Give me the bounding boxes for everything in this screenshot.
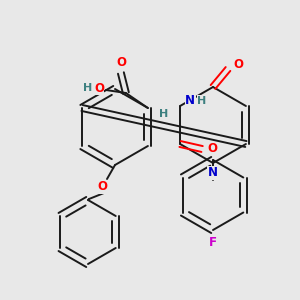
Text: O: O	[97, 181, 107, 194]
Text: N: N	[208, 167, 218, 179]
Text: O: O	[94, 82, 104, 94]
Text: O: O	[233, 58, 243, 70]
Text: O: O	[116, 56, 126, 70]
Text: H: H	[197, 96, 207, 106]
Text: H: H	[159, 109, 169, 119]
Text: N: N	[185, 94, 195, 107]
Text: F: F	[209, 236, 217, 248]
Text: O: O	[207, 142, 217, 155]
Text: H: H	[83, 83, 92, 93]
